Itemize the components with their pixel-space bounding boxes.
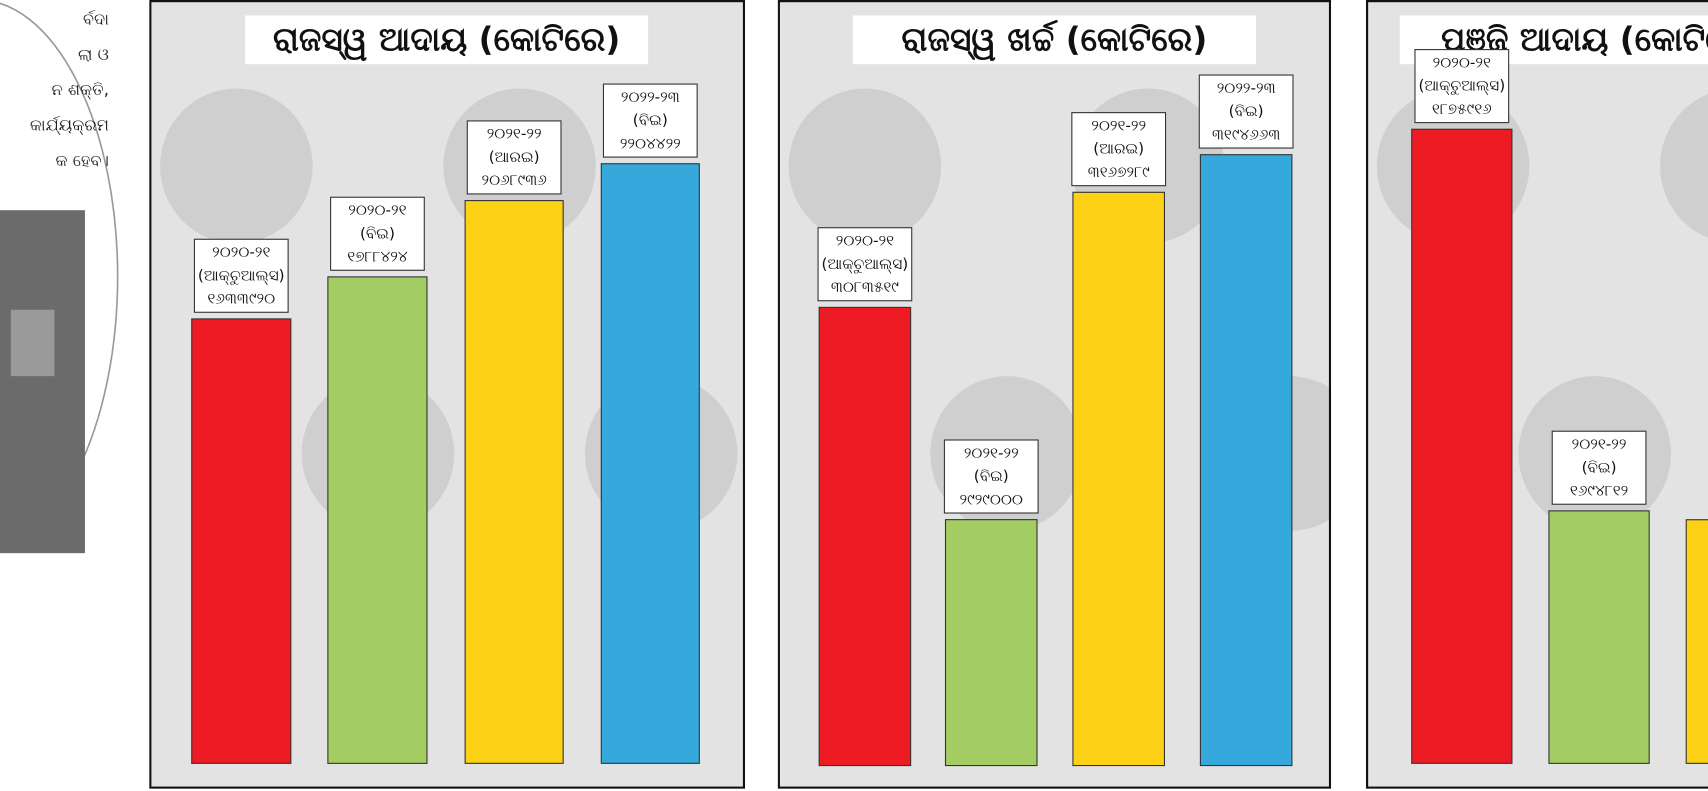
- bar: [1686, 520, 1708, 764]
- body-text: କାର୍ଯ୍ୟକ୍ରମ: [30, 116, 109, 135]
- bar: [465, 201, 563, 764]
- category-label: ୨୦୨୨-୨୩: [1217, 79, 1276, 97]
- bar: [1549, 511, 1649, 763]
- body-text: ର୍ବଦା: [83, 9, 109, 28]
- value-label: ୧୬୩୩୯୨୦: [207, 289, 275, 307]
- value-label: ୨୨୦୪୪୨୨: [620, 134, 681, 152]
- value-label: ୨୦୬୮୯୩୬: [482, 171, 547, 189]
- body-text: କ ହେବ।: [55, 151, 108, 170]
- bar: [601, 164, 699, 764]
- value-label: ୧୬୯୪୮୧୨: [1570, 481, 1628, 499]
- background-icon: [789, 89, 942, 244]
- bar-tag: (ବିଇ): [633, 111, 668, 129]
- bar: [1412, 129, 1512, 763]
- bar-tag: (ବିଇ): [1582, 458, 1617, 476]
- photo: [0, 210, 85, 553]
- category-label: ୨୦୨୦-୨୧: [836, 231, 894, 249]
- bar: [946, 520, 1038, 766]
- value-label: ୧୭୮୮୪୨୪: [347, 247, 407, 265]
- body-text: ଲା ଓ: [78, 45, 109, 64]
- category-label: ୨୦୨୧-୨୨: [1572, 435, 1627, 453]
- background-icon: [160, 89, 313, 244]
- left-column: ର୍ବଦା ଲା ଓ ନ ଶକ୍ତି, କାର୍ଯ୍ୟକ୍ରମ କ ହେବ।: [0, 0, 118, 553]
- bar-tag: (ଆରଇ): [1093, 140, 1144, 158]
- category-label: ୨୦୨୧-୨୨: [964, 444, 1019, 462]
- bar: [1073, 192, 1165, 765]
- bar-tag: (ଆକ୍ଚୁଆଲ୍ସ): [1418, 77, 1505, 95]
- bar-tag: (ଆକ୍ଚୁଆଲ୍ସ): [822, 255, 909, 273]
- chart-title: ରାଜସ୍ୱ ଖର୍ଚ୍ଚ (କୋଟିରେ): [902, 19, 1208, 61]
- category-label: ୨୦୨୧-୨୨: [1091, 116, 1146, 134]
- bar-tag: (ବିଇ): [974, 467, 1009, 485]
- chart-panel: ପୁଞ୍ଜି ଆଦାୟ (କୋଟିରେ)୨୦୨୦-୨୧(ଆକ୍ଚୁଆଲ୍ସ)୧୮…: [1366, 0, 1708, 789]
- bar: [192, 319, 291, 763]
- category-label: ୨୦୨୧-୨୨: [487, 125, 542, 143]
- category-label: ୨୦୨୦-୨୧: [1433, 53, 1491, 71]
- chart-panel: ରାଜସ୍ୱ ଖର୍ଚ୍ଚ (କୋଟିରେ) ୨୦୨୦-୨୧ (ଆକ୍ଚୁଆଲ୍ସ)…: [778, 0, 1366, 789]
- bar: [1200, 155, 1292, 766]
- photo-detail: [11, 310, 55, 376]
- bar-tag: (ବିଇ): [360, 224, 395, 242]
- category-label: ୨୦୨୦-୨୧: [212, 243, 270, 261]
- value-label: ୩୧୯୪୬୬୩: [1212, 125, 1280, 143]
- value-label: ୩୧୬୭୨୮୯: [1088, 163, 1150, 181]
- bar-tag: (ଆରଇ): [489, 148, 540, 166]
- bar: [819, 307, 911, 765]
- category-label: ୨୦୨୦-୨୧: [348, 201, 406, 219]
- charts: ରାଜସ୍ୱ ଆଦାୟ (କୋଟିରେ) ୨୦୨୦-୨୧ (ଆକ୍ଚୁଆଲ୍ସ) ୧୬…: [149, 0, 1708, 789]
- bar-tag: (ଆକ୍ଚୁଆଲ୍ସ): [198, 266, 285, 284]
- value-label: ୩୦୮୩୫୧୯: [831, 278, 899, 296]
- bar: [328, 277, 427, 763]
- value-label: ୧୮୭୫୯୧୬: [1432, 100, 1492, 118]
- page-svg: ର୍ବଦା ଲା ଓ ନ ଶକ୍ତି, କାର୍ଯ୍ୟକ୍ରମ କ ହେବ। ରାଜସ୍…: [0, 0, 1708, 791]
- chart-title: ରାଜସ୍ୱ ଆଦାୟ (କୋଟିରେ): [273, 19, 620, 61]
- value-label: ୨୯୨୯୦୦୦: [960, 490, 1023, 508]
- chart-panel: ରାଜସ୍ୱ ଆଦାୟ (କୋଟିରେ) ୨୦୨୦-୨୧ (ଆକ୍ଚୁଆଲ୍ସ) ୧୬…: [149, 0, 745, 789]
- category-label: ୨୦୨୨-୨୩: [621, 88, 680, 106]
- page: {"left_text": ["ର୍ବଦା", "ଲା ଓ", "ନ ଶକ୍ତି…: [0, 0, 1708, 791]
- body-text: ନ ଶକ୍ତି,: [51, 80, 108, 99]
- bar-tag: (ବିଇ): [1229, 102, 1264, 120]
